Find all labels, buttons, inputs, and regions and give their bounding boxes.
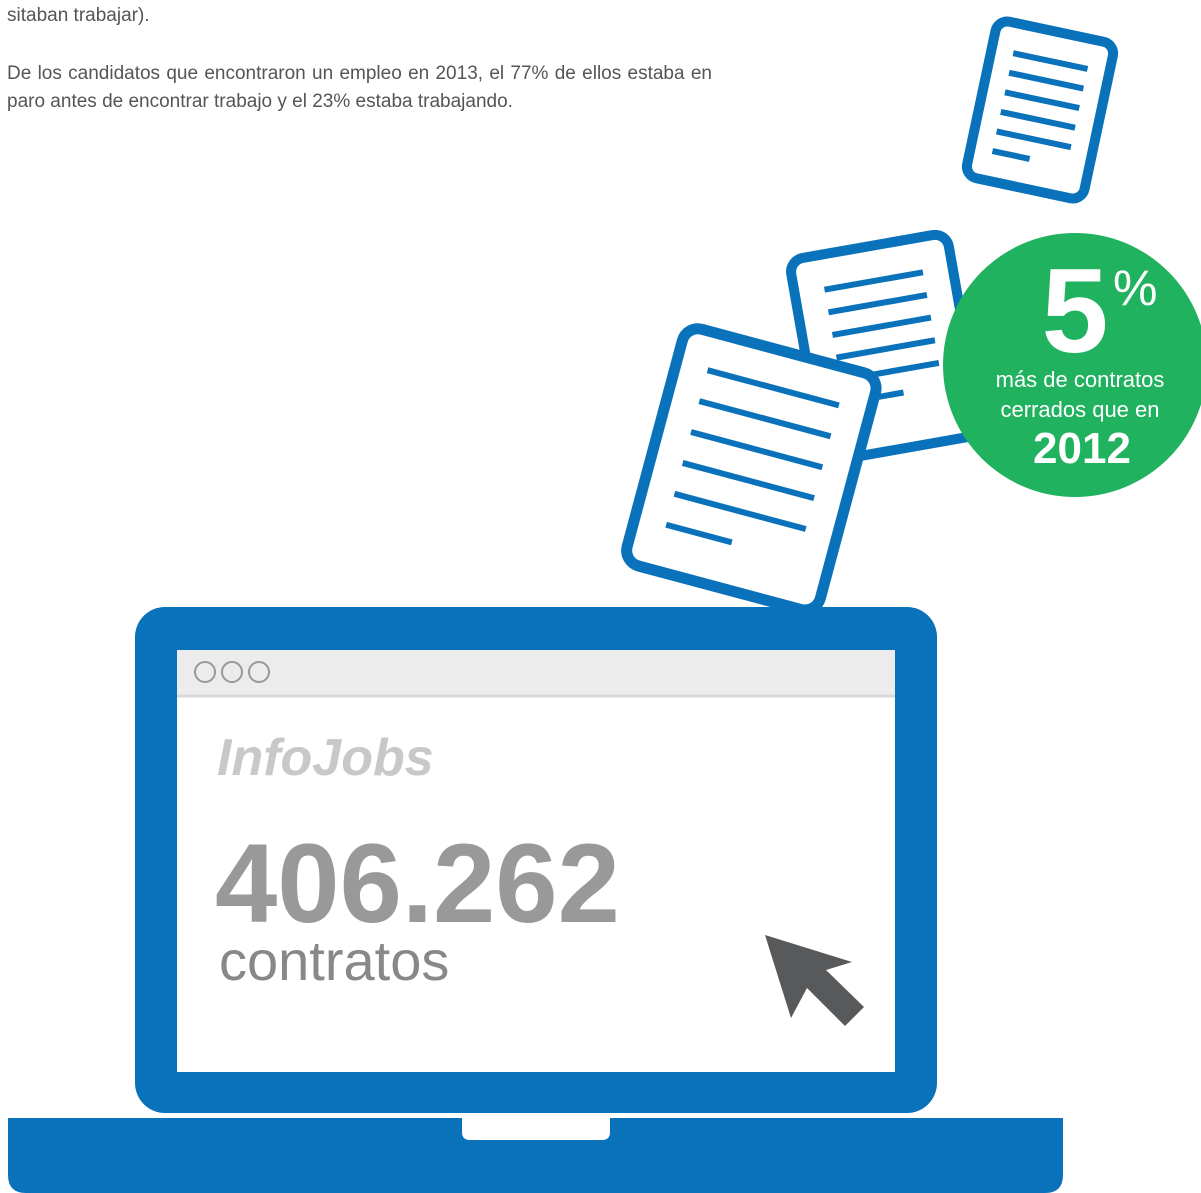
badge-number: 5: [1042, 244, 1109, 378]
total: 406.262: [215, 821, 620, 946]
illustration: 5 % más de contratos cerrados que en 201…: [0, 0, 1201, 1193]
badge-unit: %: [1113, 260, 1157, 316]
laptop-notch: [462, 1118, 610, 1140]
badge-year: 2012: [1033, 424, 1131, 473]
document-icon: [623, 325, 880, 613]
browser-bar: [177, 650, 895, 695]
document-icon: [965, 19, 1116, 200]
badge-line: más de contratos: [996, 367, 1165, 392]
brand: InfoJobs: [217, 729, 434, 787]
caption: contratos: [219, 929, 449, 992]
page: sitaban trabajar). De los candidatos que…: [0, 0, 1201, 1193]
badge-line: cerrados que en: [1001, 397, 1160, 422]
